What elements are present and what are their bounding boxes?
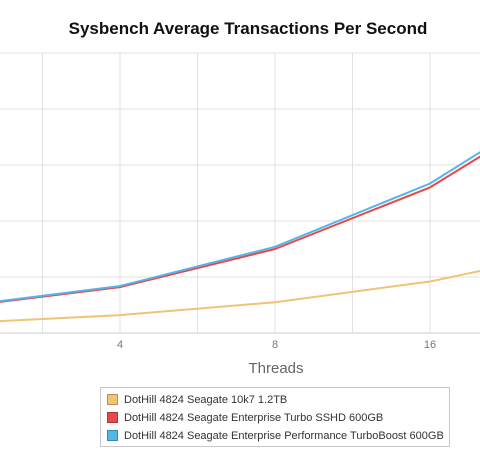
- legend-swatch: [107, 394, 118, 405]
- chart-title: Sysbench Average Transactions Per Second: [68, 19, 428, 38]
- legend-label: DotHill 4824 Seagate 10k7 1.2TB: [124, 394, 288, 406]
- series-line: [0, 269, 480, 323]
- series-lines: [0, 151, 480, 323]
- legend: DotHill 4824 Seagate 10k7 1.2TB DotHill …: [100, 387, 450, 447]
- legend-swatch: [107, 412, 118, 423]
- legend-label: DotHill 4824 Seagate Enterprise Turbo SS…: [124, 412, 384, 424]
- x-tick-label: 4: [117, 339, 123, 351]
- x-tick-labels: 4 8 16: [117, 339, 436, 351]
- grid-lines: [0, 52, 480, 334]
- legend-label: DotHill 4824 Seagate Enterprise Performa…: [124, 430, 444, 442]
- x-tick-label: 8: [272, 339, 278, 351]
- x-tick-label: 16: [424, 339, 436, 351]
- x-axis-label: Threads: [248, 360, 303, 377]
- series-line: [0, 155, 480, 303]
- legend-swatch: [107, 430, 118, 441]
- series-line: [0, 151, 480, 303]
